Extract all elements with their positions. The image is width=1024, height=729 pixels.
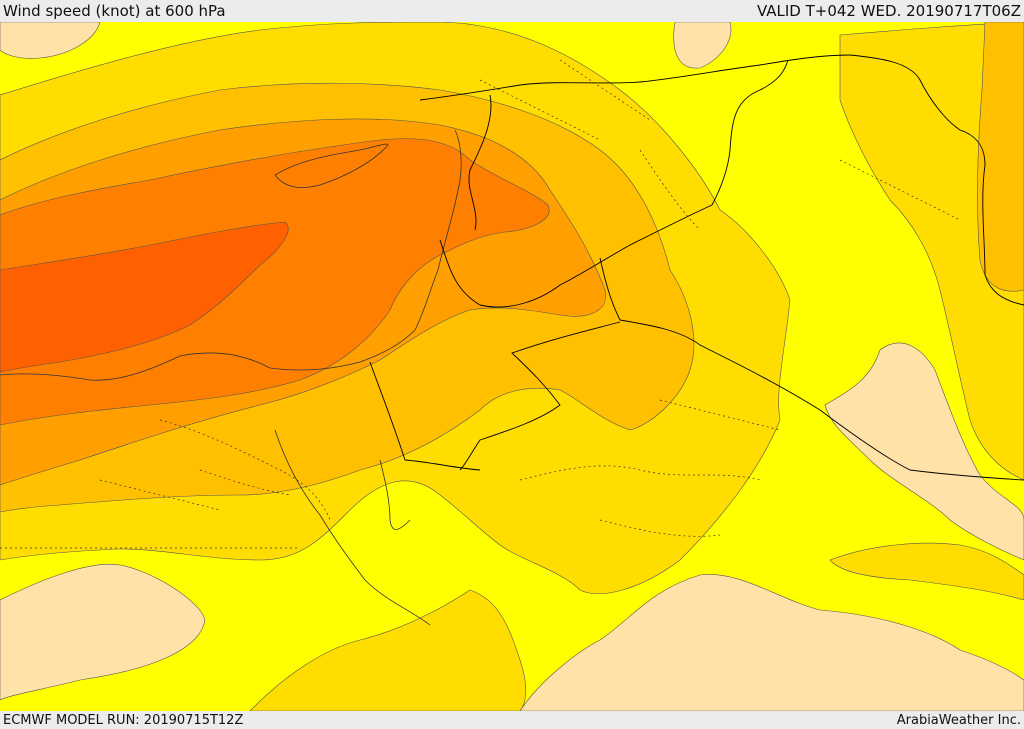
band-2-east <box>839 22 1024 481</box>
coastline-red-sea <box>274 429 431 626</box>
border-east <box>849 54 1024 306</box>
map-header: Wind speed (knot) at 600 hPa VALID T+042… <box>0 0 1024 22</box>
band-5-main <box>0 138 550 426</box>
band-light-n <box>673 22 732 69</box>
band-light-sw <box>0 563 206 701</box>
band-2-south <box>249 589 527 711</box>
band-2-se <box>829 542 1024 601</box>
band-light-nw <box>0 22 101 59</box>
valid-time: VALID T+042 WED. 20190717T06Z <box>756 2 1021 20</box>
band-6-core <box>0 221 289 373</box>
wind-speed-map <box>0 22 1024 711</box>
map-title: Wind speed (knot) at 600 hPa <box>3 2 226 20</box>
band-light-east <box>824 342 1024 561</box>
band-3-east <box>977 22 1024 292</box>
credit: ArabiaWeather Inc. <box>896 712 1021 728</box>
border-main <box>369 54 1024 481</box>
model-run: ECMWF MODEL RUN: 20190715T12Z <box>3 712 244 728</box>
internal-boundaries <box>0 59 961 549</box>
map-footer: ECMWF MODEL RUN: 20190715T12Z ArabiaWeat… <box>0 711 1024 729</box>
map-canvas <box>0 22 1024 711</box>
coastline-cyprus <box>274 143 389 188</box>
coastline-med <box>0 129 462 381</box>
border-iraq <box>711 59 789 206</box>
band-light-se <box>519 574 1024 711</box>
